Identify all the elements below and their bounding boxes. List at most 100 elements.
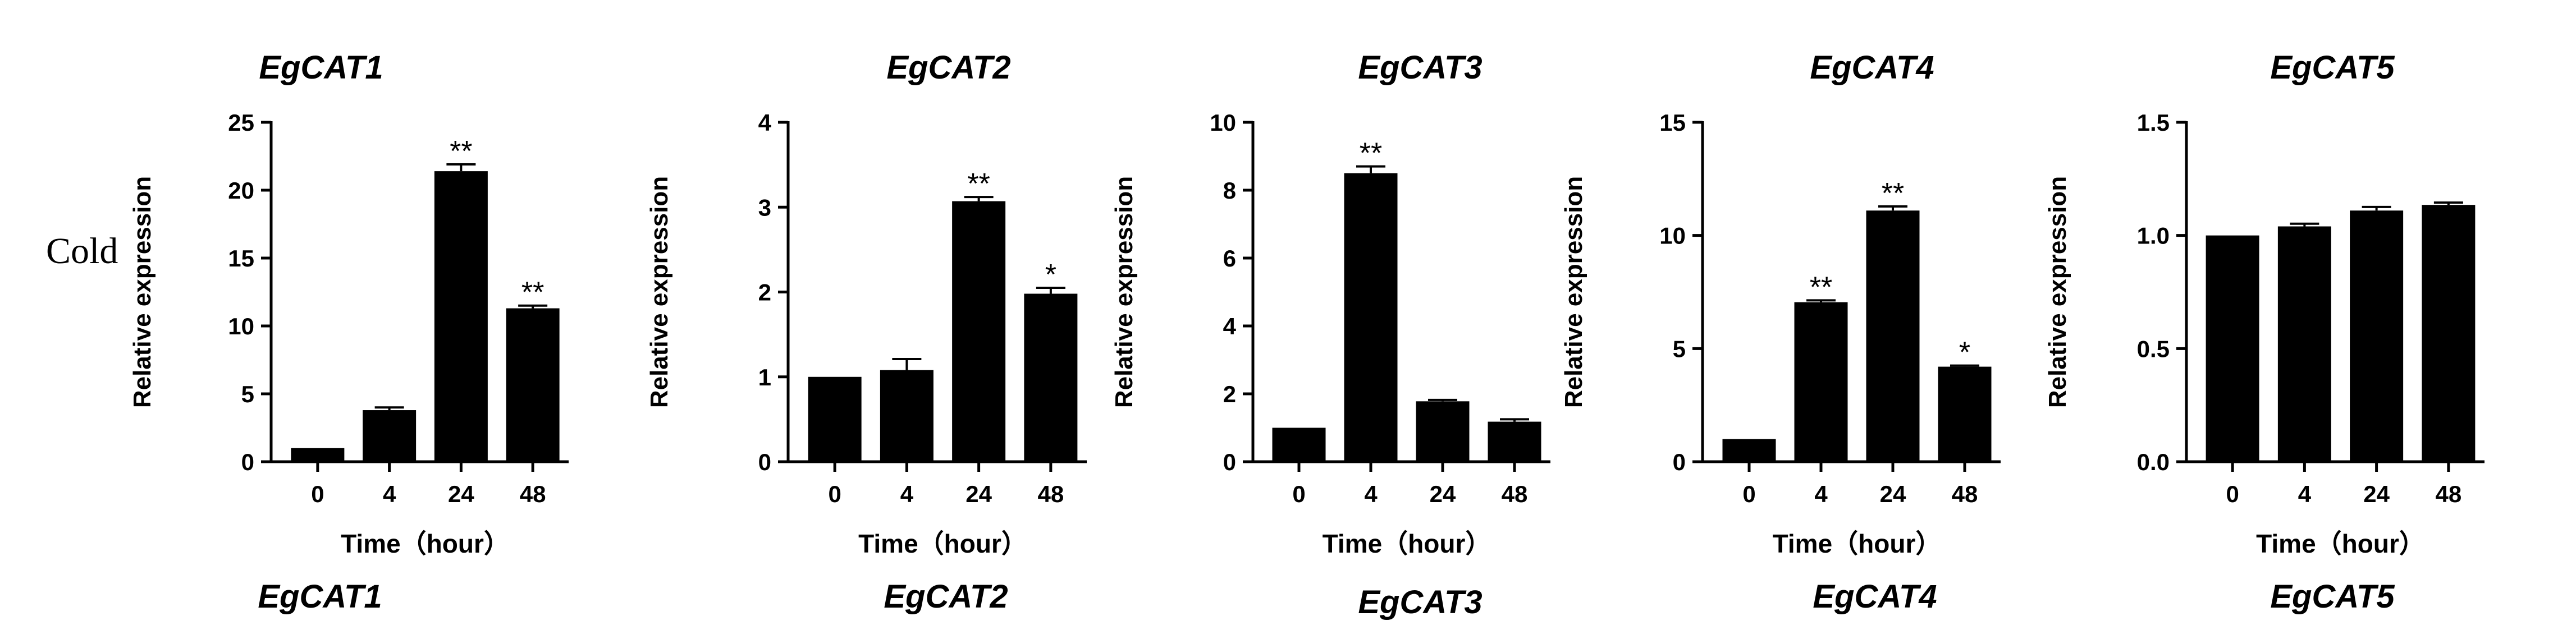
y-tick-label: 8 — [1223, 177, 1236, 204]
y-axis-label: Relative expression — [1560, 176, 1587, 408]
x-tick-label: 24 — [1880, 481, 1906, 507]
y-tick-label: 0 — [1673, 449, 1686, 475]
significance-label: ** — [1810, 271, 1832, 304]
significance-label: ** — [1360, 137, 1382, 170]
x-tick-label: 24 — [448, 481, 474, 507]
y-tick-label: 3 — [758, 194, 771, 220]
y-tick-label: 1 — [758, 364, 771, 390]
bottom-title-3: EgCAT3 — [1358, 584, 1483, 620]
bar — [1024, 293, 1078, 462]
y-tick-label: 0 — [758, 449, 771, 475]
chart-title: EgCAT3 — [1358, 49, 1482, 86]
y-axis-label: Relative expression — [2044, 176, 2071, 408]
bottom-title-4: EgCAT4 — [1813, 578, 1937, 615]
y-tick-label: 15 — [228, 245, 254, 272]
chart-4: EgCAT4 0 5 10 15 Relative expression 0 ** 4 ** 24 *… — [1560, 49, 2001, 558]
y-tick-label: 20 — [228, 177, 254, 204]
y-tick-label: 1.5 — [2137, 109, 2170, 136]
x-tick-label: 48 — [520, 481, 546, 507]
chart-2: EgCAT2 0 1 2 3 4 Relative expression 0 4 ** 24 * 48 T… — [646, 49, 1087, 558]
y-tick-label: 2 — [758, 279, 771, 306]
x-tick-label: 4 — [1814, 481, 1828, 507]
bar — [2277, 226, 2331, 462]
x-tick-label: 48 — [1502, 481, 1528, 507]
y-tick-label: 10 — [228, 313, 254, 339]
bar — [2206, 235, 2259, 462]
y-tick-label: 5 — [241, 381, 254, 407]
bar — [808, 376, 862, 462]
x-tick-label: 48 — [2436, 481, 2462, 507]
bar — [1794, 302, 1848, 462]
chart-title: EgCAT5 — [2270, 49, 2395, 86]
bar — [1344, 173, 1398, 462]
x-tick-label: 4 — [383, 481, 396, 507]
y-tick-label: 4 — [758, 109, 772, 136]
bar — [1938, 366, 1992, 462]
x-tick-label: 24 — [966, 481, 992, 507]
chart-title: EgCAT2 — [886, 49, 1010, 86]
x-tick-label: 4 — [2298, 481, 2312, 507]
x-tick-label: 48 — [1038, 481, 1064, 507]
y-axis-label: Relative expression — [129, 176, 156, 408]
chart-title: EgCAT4 — [1810, 49, 1934, 86]
x-tick-label: 24 — [1430, 481, 1456, 507]
bar — [1416, 401, 1470, 462]
x-tick-label: 0 — [828, 481, 841, 507]
y-tick-label: 0.5 — [2137, 335, 2170, 362]
x-tick-label: 0 — [1742, 481, 1755, 507]
x-tick-label: 4 — [900, 481, 914, 507]
y-tick-label: 1.0 — [2137, 223, 2170, 249]
y-tick-label: 15 — [1659, 109, 1686, 136]
x-tick-label: 4 — [1364, 481, 1378, 507]
chart-title: EgCAT1 — [259, 49, 383, 86]
significance-label: ** — [521, 277, 544, 309]
y-axis-label: Relative expression — [646, 176, 673, 408]
bar — [1866, 210, 1920, 462]
x-axis-label: Time（hour） — [341, 529, 510, 558]
x-tick-label: 24 — [2363, 481, 2390, 507]
y-tick-label: 25 — [228, 109, 254, 136]
row-label: Cold — [46, 231, 118, 272]
significance-label: * — [1959, 337, 1970, 369]
bottom-title-1: EgCAT1 — [258, 578, 382, 615]
bar — [291, 448, 345, 462]
y-tick-label: 0 — [241, 449, 254, 475]
y-tick-label: 10 — [1659, 223, 1686, 249]
bar — [1272, 427, 1326, 462]
bottom-title-2: EgCAT2 — [884, 578, 1008, 615]
bar — [363, 410, 417, 462]
x-axis-label: Time（hour） — [2256, 529, 2425, 558]
y-tick-label: 4 — [1223, 313, 1237, 339]
bar — [506, 308, 560, 462]
significance-label: ** — [450, 135, 472, 168]
chart-1: EgCAT1 0 5 10 15 20 25 Relative expression 0 4 ** 2… — [129, 49, 569, 558]
x-axis-label: Time（hour） — [1323, 529, 1491, 558]
significance-label: ** — [967, 168, 990, 200]
y-tick-label: 0.0 — [2137, 449, 2170, 475]
bar — [434, 171, 488, 462]
y-tick-label: 6 — [1223, 245, 1236, 272]
bar — [2350, 210, 2404, 462]
y-tick-label: 0 — [1223, 449, 1236, 475]
x-tick-label: 0 — [2226, 481, 2239, 507]
chart-5: EgCAT5 0.0 0.5 1.0 1.5 Relative expression 0 4 2… — [2044, 49, 2485, 558]
bottom-title-5: EgCAT5 — [2270, 578, 2395, 615]
x-axis-label: Time（hour） — [1773, 529, 1942, 558]
y-tick-label: 5 — [1673, 335, 1686, 362]
significance-label: ** — [1882, 177, 1904, 210]
y-tick-label: 2 — [1223, 381, 1236, 407]
x-tick-label: 0 — [1292, 481, 1305, 507]
significance-label: * — [1045, 259, 1056, 291]
x-tick-label: 0 — [311, 481, 324, 507]
x-axis-label: Time（hour） — [858, 529, 1027, 558]
y-axis-label: Relative expression — [1110, 176, 1138, 408]
x-tick-label: 48 — [1952, 481, 1978, 507]
bar — [952, 201, 1006, 462]
y-tick-label: 10 — [1210, 109, 1236, 136]
bar — [1488, 421, 1541, 462]
bar — [880, 370, 934, 462]
bar — [1722, 439, 1776, 462]
